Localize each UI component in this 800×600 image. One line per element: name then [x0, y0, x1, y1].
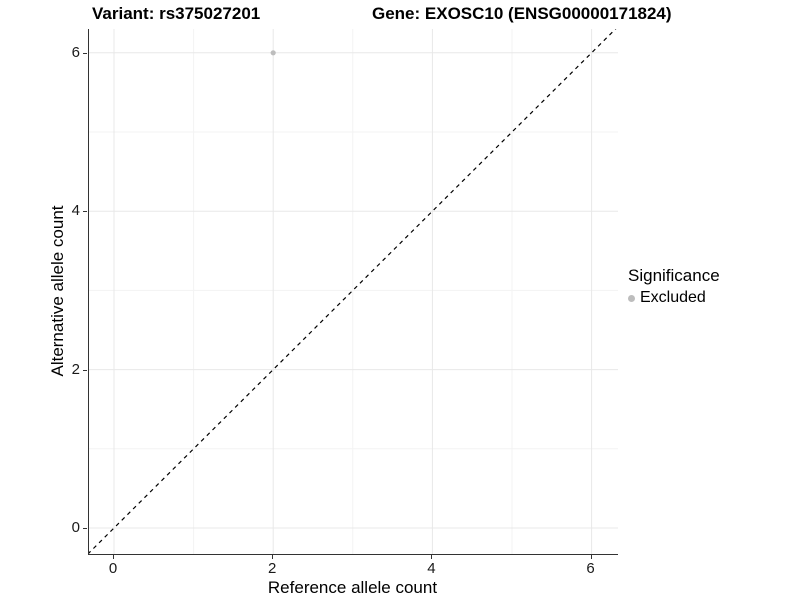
y-tick-label: 4 [71, 202, 80, 220]
y-tick-mark [83, 528, 87, 529]
y-tick-label: 2 [71, 360, 80, 378]
legend-title: Significance [628, 266, 720, 285]
x-tick-label: 6 [586, 560, 595, 577]
identity-reference-line [89, 29, 617, 554]
y-tick-mark [83, 369, 87, 371]
legend: Significance Excluded [628, 266, 720, 307]
excluded-point-icon [628, 294, 635, 302]
x-tick-label: 0 [108, 560, 118, 577]
x-tick-mark [590, 555, 592, 559]
x-tick-mark [431, 555, 433, 559]
plot-title-variant: Variant: rs375027201 [92, 4, 261, 23]
y-axis-title: Alternative allele count [48, 205, 67, 377]
plot-panel [88, 29, 618, 555]
data-point [270, 50, 276, 56]
plot-title-gene: Gene: EXOSC10 (ENSG00000171824) [372, 4, 672, 23]
legend-item-excluded: Excluded [628, 289, 720, 307]
legend-item-label: Excluded [640, 289, 706, 306]
chart-canvas [89, 29, 618, 554]
x-axis-title: Reference allele count [267, 578, 438, 597]
x-tick-mark [272, 555, 274, 559]
y-tick-mark [83, 211, 87, 213]
y-tick-label: 0 [71, 519, 80, 536]
y-tick-label: 6 [71, 43, 80, 61]
x-tick-label: 4 [427, 560, 436, 577]
x-tick-mark [113, 555, 114, 559]
y-tick-mark [83, 52, 87, 54]
x-tick-label: 2 [268, 560, 277, 577]
